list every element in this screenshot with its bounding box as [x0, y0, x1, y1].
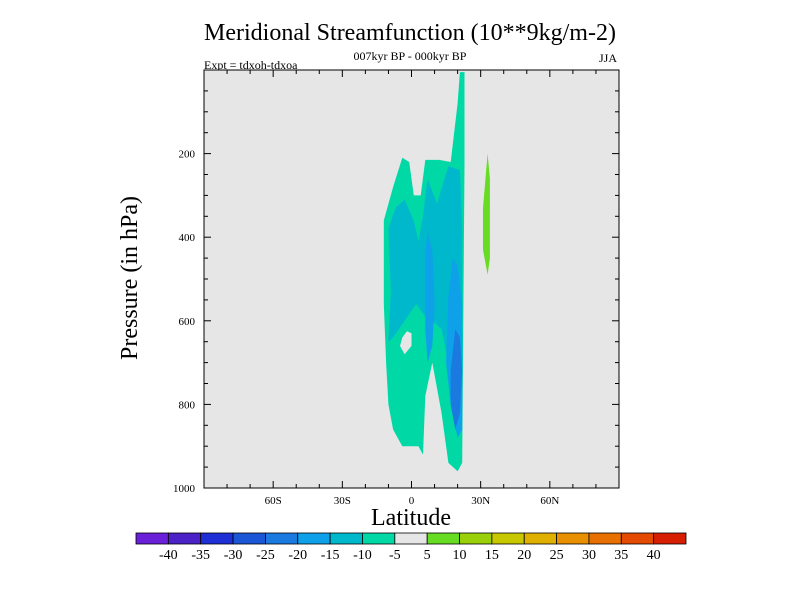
colorbar-box — [329, 532, 363, 545]
colorbar-label: -5 — [389, 548, 401, 563]
colorbar-label: 40 — [647, 548, 661, 563]
colorbar-box — [556, 532, 590, 545]
contour-region-5 — [483, 153, 490, 275]
x-axis-label: Latitude — [371, 505, 451, 531]
colorbar-label: 35 — [614, 548, 628, 563]
colorbar-label: -10 — [353, 548, 372, 563]
colorbar-box — [135, 532, 169, 545]
chart-title: Meridional Streamfunction (10**9kg/m-2) — [204, 20, 616, 46]
colorbar-label: -15 — [321, 548, 340, 563]
chart-subtitle-period: 007kyr BP - 000kyr BP — [354, 49, 467, 63]
colorbar-label: 30 — [582, 548, 596, 563]
colorbar-box — [523, 532, 557, 545]
y-axis-label: Pressure (in hPa) — [117, 196, 143, 360]
contour-region-4 — [450, 329, 463, 430]
x-tick-label: 60S — [265, 495, 282, 507]
colorbar-box — [265, 532, 299, 545]
y-tick-label: 600 — [179, 316, 196, 328]
colorbar-box — [491, 532, 525, 545]
colorbar-label: -25 — [256, 548, 275, 563]
colorbar-box — [297, 532, 331, 545]
colorbar-box — [653, 532, 687, 545]
colorbar-label: 10 — [453, 548, 467, 563]
colorbar-label: -30 — [224, 548, 243, 563]
y-tick-label: 1000 — [173, 483, 196, 495]
colorbar-label: -40 — [159, 548, 178, 563]
colorbar-box — [620, 532, 655, 545]
contour-regions — [383, 72, 490, 488]
colorbar-label: 15 — [485, 548, 499, 563]
x-axis: 60S 30S 0 30N 60N — [203, 70, 620, 507]
colorbar-label: -20 — [288, 548, 307, 563]
colorbar: -40 -35 -30 -25 -20 -15 -10 -5 5 10 15 20 25 30 35 40 — [135, 532, 687, 563]
y-tick-label: 800 — [179, 399, 196, 411]
colorbar-box — [200, 532, 234, 545]
colorbar-box — [167, 532, 202, 545]
colorbar-box — [394, 532, 428, 545]
colorbar-box — [232, 532, 266, 545]
y-tick-label: 200 — [179, 149, 196, 161]
colorbar-box — [459, 532, 493, 545]
colorbar-box — [362, 532, 396, 545]
colorbar-box — [588, 532, 622, 545]
colorbar-label: -35 — [191, 548, 210, 563]
colorbar-box — [426, 532, 460, 545]
contour-region-6 — [400, 331, 412, 355]
x-tick-label: 60N — [540, 495, 559, 507]
chart-subtitle-season: JJA — [599, 51, 617, 65]
contour-region-2 — [425, 233, 435, 363]
chart-subtitle-experiment: Expt = tdxoh-tdxoa — [204, 58, 298, 72]
x-tick-label: 0 — [409, 495, 415, 507]
colorbar-label: 20 — [517, 548, 531, 563]
colorbar-label: 5 — [424, 548, 431, 563]
y-axis: 200 400 600 800 1000 — [173, 69, 619, 495]
colorbar-label: 25 — [550, 548, 564, 563]
x-tick-label: 30N — [471, 495, 490, 507]
y-tick-label: 400 — [179, 232, 196, 244]
x-tick-label: 30S — [334, 495, 351, 507]
